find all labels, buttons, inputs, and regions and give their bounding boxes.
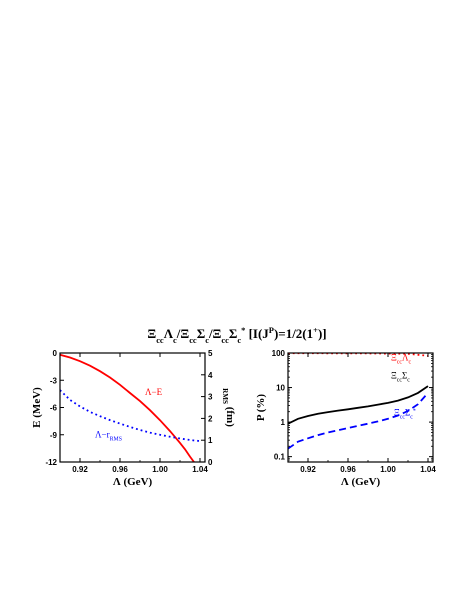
series-Λ−rRMS-line [60, 389, 201, 442]
y2-tick-label: 0 [208, 458, 213, 467]
series-ΞccΛc-line [288, 353, 429, 357]
y-tick-label: 0 [53, 349, 58, 358]
curve-annotation: ΞccΣc* [394, 408, 416, 421]
x-tick-label: 0.96 [112, 465, 128, 474]
y-axis-label: P (%) [255, 394, 267, 422]
y-tick-label: 1 [281, 418, 286, 427]
figure-title: ΞccΛc/ΞccΣc/ΞccΣc* [I(JP)=1/2(1+)] [147, 325, 326, 345]
y-tick-label: -3 [50, 376, 58, 385]
x-tick-label: 1.04 [420, 465, 436, 474]
y-tick-label: 100 [272, 349, 286, 358]
x-axis-label: Λ (GeV) [113, 476, 153, 488]
y2-tick-label: 4 [208, 371, 213, 380]
y2-tick-label: 5 [208, 349, 213, 358]
y-tick-label: -12 [45, 458, 57, 467]
y2-axis-label: RMS (fm) [221, 388, 236, 427]
x-tick-label: 0.96 [340, 465, 356, 474]
curve-annotation: ΞccΣc [391, 371, 410, 384]
x-tick-label: 0.92 [300, 465, 316, 474]
series-ΞccΣc-line [288, 385, 429, 425]
y-tick-label: -6 [50, 404, 58, 413]
y-tick-label: 10 [276, 384, 285, 393]
curve-annotation: Λ−rRMS [95, 429, 122, 442]
series-ΞccΣc*-line [288, 392, 429, 450]
y2-tick-label: 1 [208, 436, 213, 445]
plot-frame [287, 352, 434, 463]
y2-tick-label: 3 [208, 393, 213, 402]
x-axis-label: Λ (GeV) [341, 476, 381, 488]
y-axis-label: E (MeV) [31, 387, 43, 428]
curve-annotation: ΞccΛc [391, 353, 412, 366]
y2-tick-label: 2 [208, 414, 213, 423]
x-tick-label: 1.00 [380, 465, 396, 474]
x-tick-label: 0.92 [72, 465, 88, 474]
y-tick-label: -9 [50, 431, 58, 440]
y-tick-label: 0.1 [274, 453, 286, 462]
probability-panel: 0.92 0.96 1.00 1.04 100 10 1 0.1 Λ (GeV) P (%) Ξcc… [255, 349, 436, 488]
curve-annotation: Λ−E [145, 387, 163, 397]
x-tick-label: 1.04 [192, 465, 208, 474]
x-tick-label: 1.00 [152, 465, 168, 474]
series-Λ−E-line [60, 353, 195, 462]
